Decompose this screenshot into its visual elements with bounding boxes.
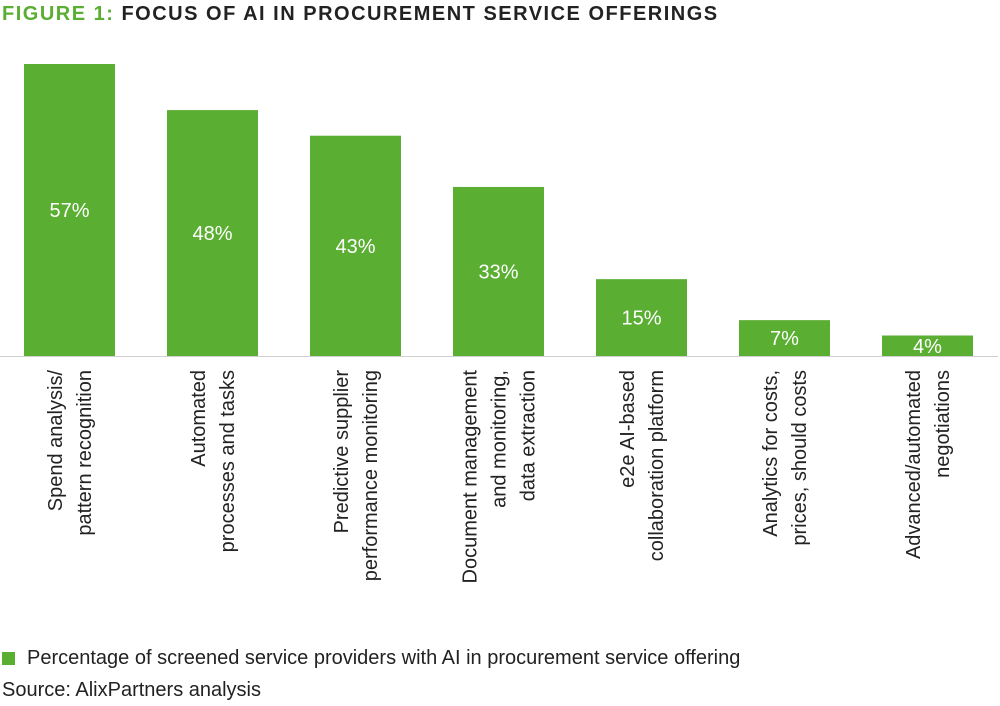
category-label-5: e2e AI-based collaboration platform <box>617 370 668 561</box>
category-label-line: e2e AI-based <box>617 370 639 488</box>
category-label-4: Document management and monitoring, data e… <box>460 370 540 584</box>
bar-7 <box>882 335 973 356</box>
figure-title: FOCUS OF AI IN PROCUREMENT SERVICE OFFER… <box>121 3 719 25</box>
chart-title: FIGURE 1: FOCUS OF AI IN PROCUREMENT SER… <box>2 2 719 26</box>
bar-value-label-2: 48% <box>192 223 232 245</box>
bar-value-label-6: 7% <box>770 328 799 350</box>
category-label-line: negotiations <box>932 370 954 478</box>
legend-swatch <box>2 651 15 665</box>
legend-label: Percentage of screened service providers… <box>27 647 741 669</box>
figure-number: FIGURE 1: <box>2 3 115 25</box>
bar-2 <box>167 110 258 357</box>
category-label-7: Advanced/automated negotiations <box>903 370 954 559</box>
category-label-line: performance monitoring <box>360 370 382 581</box>
legend: Percentage of screened service providers… <box>2 646 740 670</box>
bar-chart: 57% Spend analysis/pattern recognition 48%… <box>0 64 998 584</box>
category-label-line: and monitoring, <box>489 370 511 508</box>
bar-1 <box>24 64 115 356</box>
bar-5 <box>596 279 687 356</box>
category-label-3: Predictive supplier performance monitorin… <box>331 370 382 582</box>
category-label-line: processes and tasks <box>217 370 239 552</box>
bar-value-label-5: 15% <box>621 308 661 330</box>
category-label-6: Analytics for costs, prices, should costs <box>760 370 811 546</box>
category-label-line: Document management <box>460 370 482 584</box>
category-label-line: Predictive supplier <box>331 370 353 534</box>
bar-4 <box>453 186 544 356</box>
category-label-2: Automated processes and tasks <box>188 370 239 552</box>
bar-3 <box>310 135 401 356</box>
category-label-1: Spend analysis/pattern recognition <box>45 370 96 536</box>
category-label-line: collaboration platform <box>646 370 668 561</box>
bar-value-label-4: 33% <box>478 261 518 283</box>
category-label-line: Analytics for costs, <box>760 370 782 537</box>
category-label-line: Automated <box>188 370 210 467</box>
category-label-line: prices, should costs <box>789 370 811 546</box>
source-note: Source: AlixPartners analysis <box>2 679 262 701</box>
category-label-line: Spend analysis/ <box>45 370 67 512</box>
bar-6 <box>739 320 830 356</box>
category-label-line: data extraction <box>518 370 540 501</box>
category-label-line: pattern recognition <box>74 370 96 536</box>
bar-value-label-7: 4% <box>913 336 942 358</box>
bar-value-label-1: 57% <box>49 200 89 222</box>
category-label-line: Advanced/automated <box>903 370 925 559</box>
bar-value-label-3: 43% <box>335 236 375 258</box>
